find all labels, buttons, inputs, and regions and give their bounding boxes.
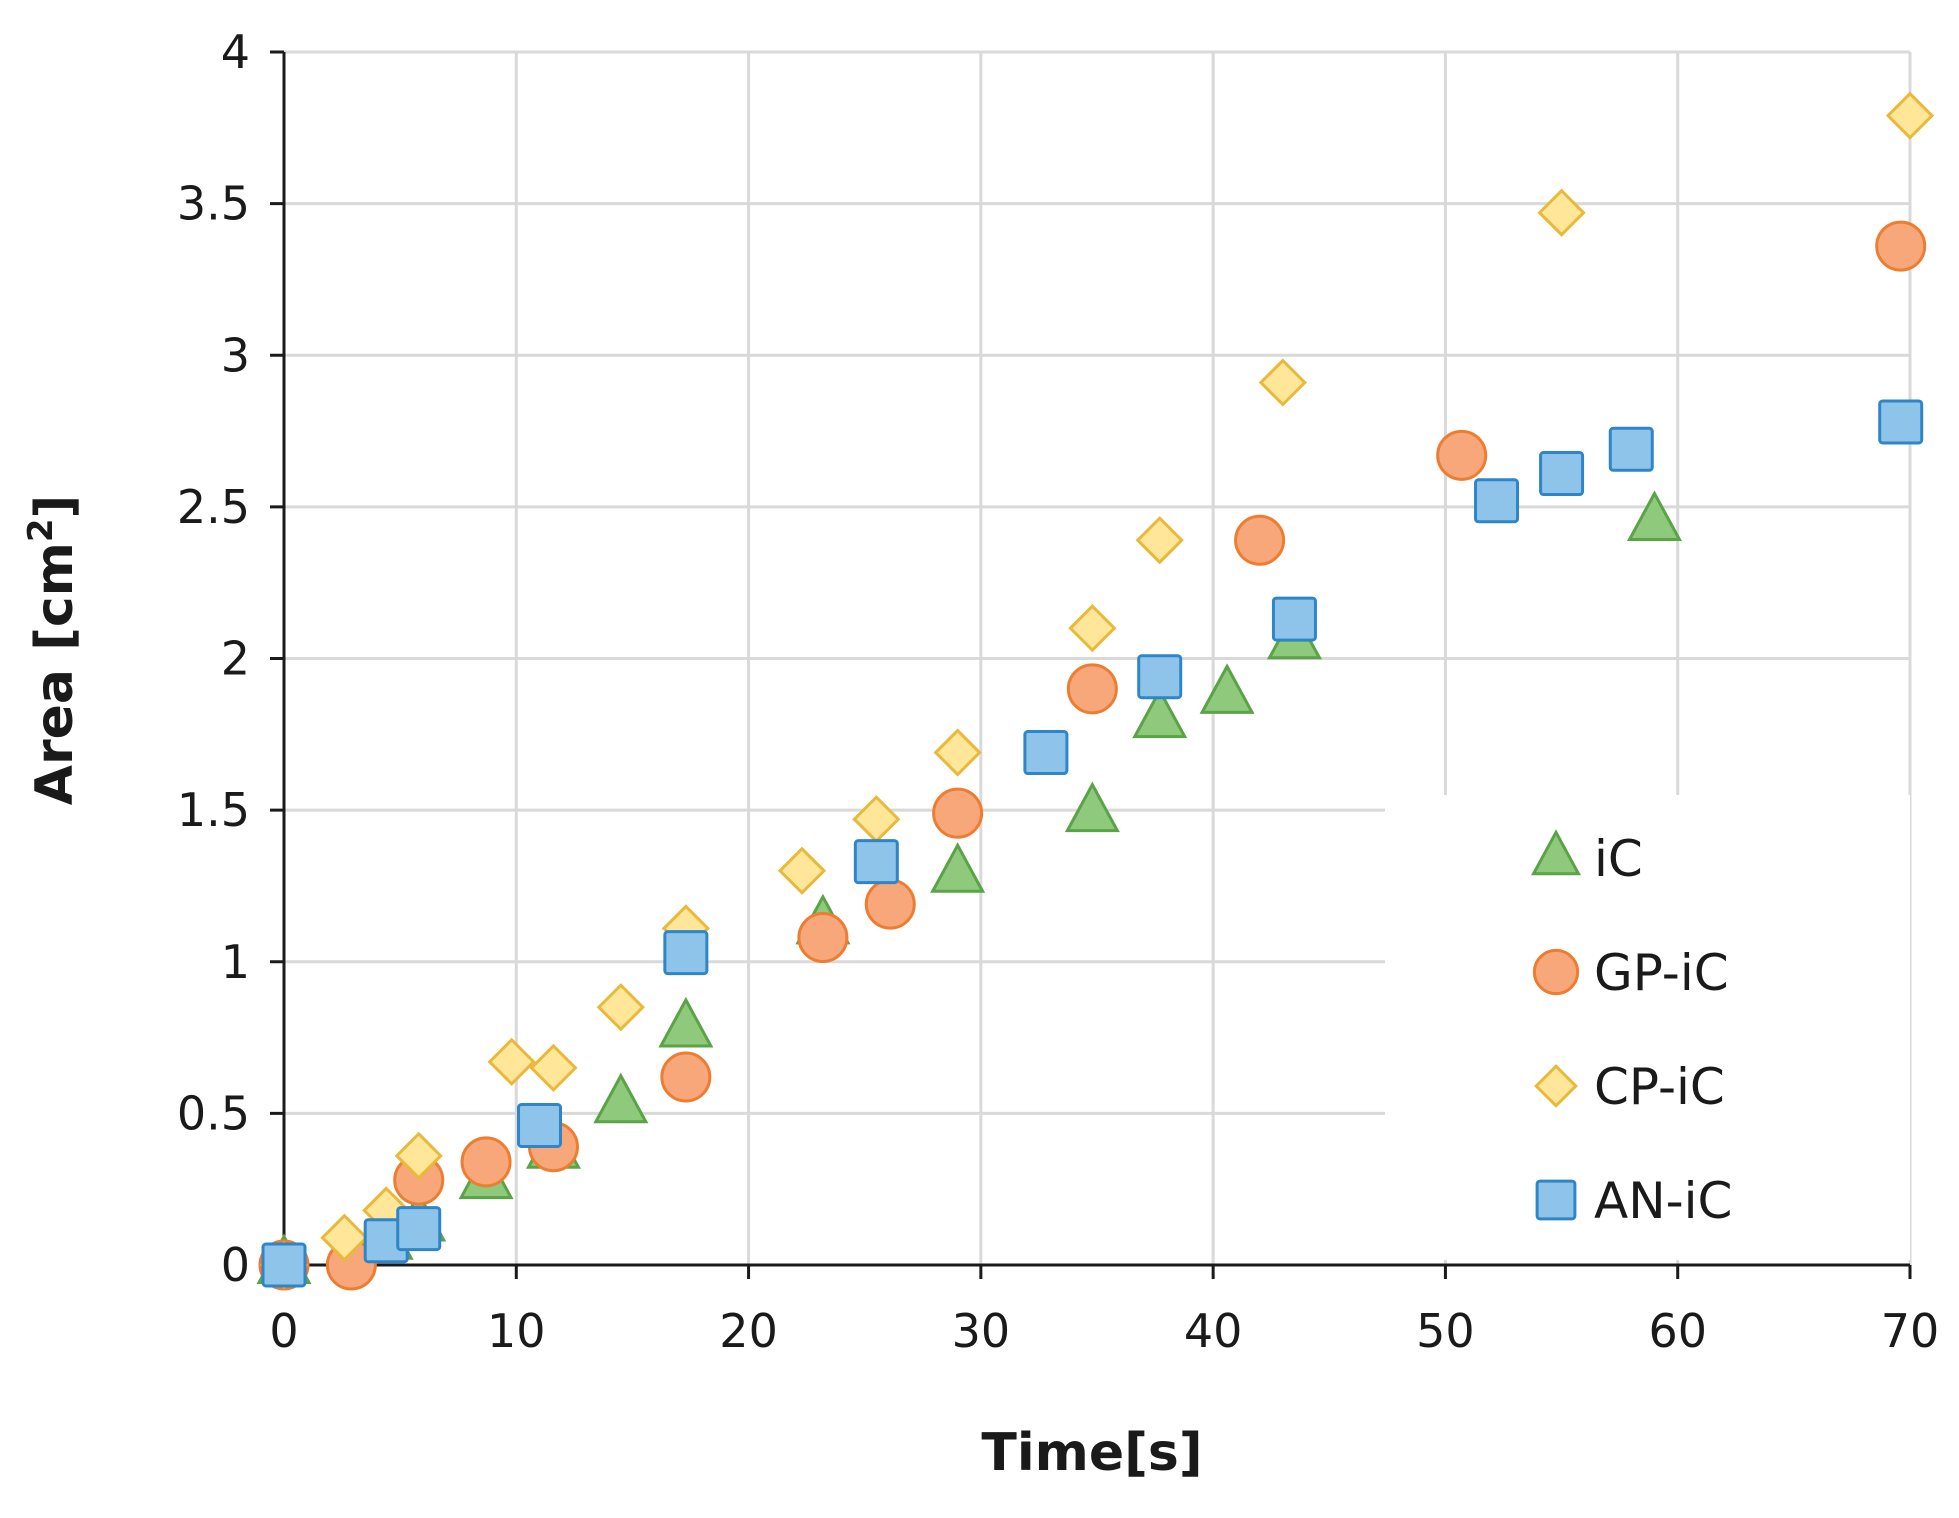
y-tick-label-5: 2.5 [177,480,250,534]
y-axis-title-end: ] [25,495,85,519]
x-tick-label-2: 20 [719,1304,778,1358]
legend-label-iC: iC [1594,830,1643,888]
legend-item-GP-iC: GP-iC [1532,944,1729,1002]
point-AN-iC-2 [396,1206,442,1252]
y-tick-label-4: 2 [221,632,250,686]
legend: iC GP-iC CP-iC AN-iC [1530,829,1732,1230]
point-AN-iC-11 [1608,426,1654,472]
x-tick-label-6: 60 [1648,1304,1707,1358]
y-tick-label-8: 4 [221,25,250,79]
point-CP-iC-11 [1068,604,1117,653]
point-CP-iC-14 [1537,188,1586,237]
point-GP-iC-8 [932,787,984,839]
x-tick-label-7: 70 [1881,1304,1940,1358]
legend-marker-AN-iC [1535,1179,1577,1221]
tick-labels: 0 10 20 30 40 50 60 70 0 0.5 1 1.5 2 2.5 3 3.5 4 [177,25,1939,1358]
point-GP-iC-11 [1436,429,1488,481]
y-tick-label-3: 1.5 [177,783,250,837]
point-iC-11 [1199,663,1255,714]
y-axis-title-main: Area [cm [25,542,85,805]
point-AN-iC-4 [663,930,709,976]
legend-label-GP-iC: GP-iC [1594,944,1729,1002]
point-AN-iC-6 [1023,730,1069,776]
y-tick-label-0: 0 [221,1238,250,1292]
point-CP-iC-8 [777,846,827,895]
x-tick-label-0: 0 [269,1304,298,1358]
y-axis-title: Area [cm2] [21,495,85,806]
point-CP-iC-6 [596,983,645,1032]
point-GP-iC-7 [864,878,916,930]
point-GP-iC-5 [660,1051,712,1103]
point-GP-iC-6 [797,911,849,963]
point-CP-iC-1 [320,1213,369,1262]
point-iC-13 [1626,490,1683,542]
point-CP-iC-12 [1135,516,1184,565]
point-GP-iC-10 [1234,514,1286,566]
x-tick-label-4: 40 [1184,1304,1243,1358]
legend-item-iC: iC [1530,829,1643,888]
point-AN-iC-7 [1137,654,1183,700]
point-CP-iC-10 [933,728,982,777]
point-CP-iC-15 [1885,91,1935,140]
point-AN-iC-3 [517,1103,563,1149]
point-iC-6 [658,996,714,1048]
x-tick-label-1: 10 [487,1304,546,1358]
point-CP-iC-5 [529,1043,578,1093]
point-GP-iC-12 [1875,220,1927,272]
point-AN-iC-10 [1539,451,1585,497]
point-CP-iC-3 [394,1131,443,1180]
point-iC-9 [1064,781,1120,833]
legend-label-AN-iC: AN-iC [1594,1172,1732,1230]
x-tick-label-3: 30 [952,1304,1011,1358]
point-iC-5 [593,1072,649,1124]
point-AN-iC-0 [261,1242,307,1288]
point-iC-8 [930,842,986,893]
legend-marker-iC [1530,829,1582,876]
y-tick-label-6: 3 [221,328,250,382]
point-CP-iC-9 [852,795,901,844]
legend-marker-CP-iC [1534,1064,1578,1108]
y-tick-label-2: 1 [221,935,250,989]
point-AN-iC-5 [853,839,899,885]
y-tick-label-1: 0.5 [177,1086,250,1140]
data-points [256,91,1935,1291]
legend-item-AN-iC: AN-iC [1535,1172,1732,1230]
point-AN-iC-9 [1474,478,1520,524]
point-CP-iC-13 [1258,358,1307,407]
point-GP-iC-3 [460,1136,512,1188]
legend-marker-GP-iC [1532,948,1580,996]
point-GP-iC-9 [1066,663,1118,715]
x-axis-title: Time[s] [981,1423,1202,1483]
y-axis-title-superscript: 2 [21,518,61,542]
legend-label-CP-iC: CP-iC [1594,1058,1725,1116]
point-AN-iC-8 [1271,596,1317,642]
grid [284,50,1912,1265]
series-AN-iC [261,399,1924,1288]
axes [270,50,1912,1279]
point-AN-iC-12 [1878,399,1924,445]
y-tick-label-7: 3.5 [177,177,250,231]
point-iC-10 [1132,687,1188,739]
legend-item-CP-iC: CP-iC [1534,1058,1725,1116]
point-CP-iC-4 [487,1037,536,1086]
legend-background [1385,795,1910,1260]
x-tick-label-5: 50 [1416,1304,1475,1358]
